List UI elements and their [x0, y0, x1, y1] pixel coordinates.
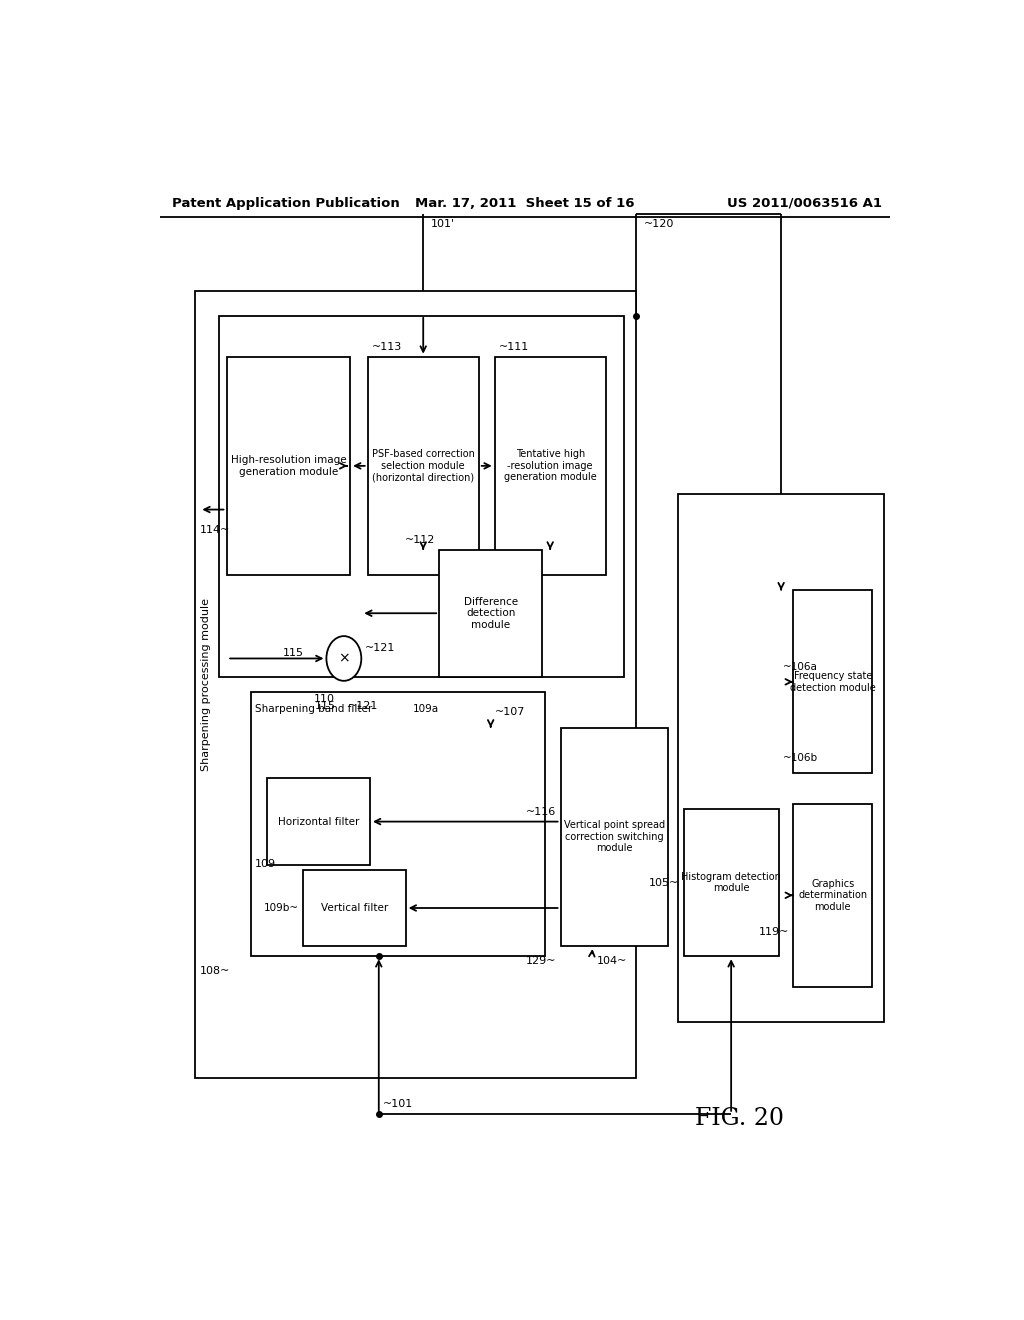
Text: Horizontal filter: Horizontal filter: [278, 817, 359, 826]
Text: 105~: 105~: [649, 878, 680, 887]
Text: ×: ×: [338, 652, 349, 665]
Text: ~113: ~113: [372, 342, 401, 351]
Text: ~121: ~121: [366, 643, 395, 653]
Text: PSF-based correction
selection module
(horizontal direction): PSF-based correction selection module (h…: [372, 449, 475, 483]
Text: Sharpening processing module: Sharpening processing module: [201, 598, 211, 771]
Text: ~120: ~120: [644, 219, 674, 230]
Text: High-resolution image
generation module: High-resolution image generation module: [230, 455, 346, 477]
FancyBboxPatch shape: [196, 290, 636, 1078]
FancyBboxPatch shape: [368, 356, 479, 576]
Text: Frequency state
detection module: Frequency state detection module: [790, 671, 876, 693]
Text: 119~: 119~: [759, 927, 790, 937]
Text: 109b~: 109b~: [263, 903, 299, 913]
Text: 108~: 108~: [200, 966, 229, 977]
Text: 115: 115: [315, 701, 336, 711]
Text: 109a: 109a: [413, 704, 438, 714]
Text: FIG. 20: FIG. 20: [694, 1107, 783, 1130]
Text: Sharpening band filter: Sharpening band filter: [255, 704, 373, 714]
FancyBboxPatch shape: [793, 590, 872, 774]
Text: 104~: 104~: [597, 956, 627, 966]
Text: 110: 110: [313, 694, 335, 704]
Text: 115: 115: [284, 648, 304, 659]
Text: ~101: ~101: [383, 1098, 413, 1109]
Text: ~121: ~121: [348, 701, 378, 711]
FancyBboxPatch shape: [684, 809, 778, 956]
Text: Difference
detection
module: Difference detection module: [464, 597, 518, 630]
FancyBboxPatch shape: [219, 315, 624, 677]
Text: 109: 109: [255, 859, 276, 869]
FancyBboxPatch shape: [439, 549, 543, 677]
Circle shape: [327, 636, 361, 681]
Text: Graphics
determination
module: Graphics determination module: [798, 879, 867, 912]
FancyBboxPatch shape: [678, 494, 885, 1022]
Text: 129~: 129~: [526, 956, 557, 966]
Text: Vertical filter: Vertical filter: [321, 903, 388, 913]
FancyBboxPatch shape: [227, 356, 350, 576]
Text: Patent Application Publication: Patent Application Publication: [172, 197, 399, 210]
Text: ~106a: ~106a: [782, 661, 817, 672]
FancyBboxPatch shape: [267, 779, 370, 865]
Text: US 2011/0063516 A1: US 2011/0063516 A1: [727, 197, 882, 210]
Text: Vertical point spread
correction switching
module: Vertical point spread correction switchi…: [563, 820, 665, 854]
Text: Tentative high
-resolution image
generation module: Tentative high -resolution image generat…: [504, 449, 597, 483]
Text: Mar. 17, 2011  Sheet 15 of 16: Mar. 17, 2011 Sheet 15 of 16: [415, 197, 635, 210]
FancyBboxPatch shape: [251, 692, 545, 956]
FancyBboxPatch shape: [560, 727, 668, 946]
Text: Histogram detection
module: Histogram detection module: [681, 871, 781, 894]
FancyBboxPatch shape: [495, 356, 606, 576]
Text: 101': 101': [431, 219, 456, 230]
Text: ~116: ~116: [526, 807, 557, 817]
Text: ~112: ~112: [404, 535, 435, 545]
FancyBboxPatch shape: [793, 804, 872, 987]
Text: ~106b: ~106b: [782, 752, 818, 763]
Text: ~107: ~107: [495, 708, 525, 718]
Text: ~111: ~111: [499, 342, 528, 351]
FancyBboxPatch shape: [303, 870, 406, 946]
Text: 114~: 114~: [200, 525, 229, 535]
